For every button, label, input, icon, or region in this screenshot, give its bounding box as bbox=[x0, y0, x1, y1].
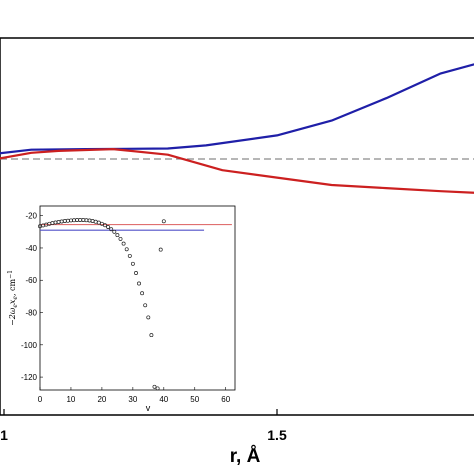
inset-data-point bbox=[124, 247, 129, 252]
inset-data-point bbox=[118, 236, 123, 241]
inset-reference-lines bbox=[40, 223, 232, 231]
inset-data-point bbox=[99, 221, 104, 226]
inset-y-tick-label: -20 bbox=[25, 212, 37, 221]
inset-y-tick-label: -40 bbox=[25, 244, 37, 253]
inset-data-point bbox=[137, 281, 141, 286]
inset-x-tick-label: 60 bbox=[221, 395, 230, 404]
inset-data-point bbox=[140, 291, 145, 296]
inset-y-label-sub2: e bbox=[12, 296, 19, 300]
inset-data-point bbox=[103, 223, 107, 228]
main-x-axis-label: r, Å bbox=[230, 446, 261, 467]
series-line-1 bbox=[0, 148, 474, 194]
main-x-tick-label: 1.5 bbox=[267, 427, 287, 443]
inset-data-point bbox=[134, 271, 138, 275]
inset-x-tick-label: 0 bbox=[38, 395, 43, 404]
inset-y-label-unit: , cm bbox=[8, 278, 17, 296]
inset-data-point bbox=[143, 303, 148, 308]
inset-y-label-sup: −1 bbox=[7, 270, 14, 279]
inset-data-point bbox=[121, 241, 126, 246]
inset-x-axis-label: v bbox=[146, 403, 151, 413]
main-plot: 11.522.5 r, Å bbox=[0, 37, 474, 467]
inset-y-tick-label: -100 bbox=[21, 341, 38, 350]
series-line-0 bbox=[0, 63, 474, 155]
inset-y-label-x: x bbox=[8, 299, 17, 304]
inset-data-point bbox=[109, 227, 114, 232]
inset-x-tick-label: 40 bbox=[159, 395, 168, 404]
inset-y-tick-label: -80 bbox=[25, 309, 37, 318]
inset-data-point bbox=[106, 225, 111, 229]
inset-data-point bbox=[112, 229, 117, 234]
inset-data-point bbox=[158, 247, 163, 252]
inset-plot: 0 10 20 30 40 50 60-20-40-60-80-100-120 v −2ωe… bbox=[7, 205, 236, 413]
inset-y-axis-label: −2ωexe, cm−1 bbox=[7, 270, 19, 326]
inset-x-tick-label: 50 bbox=[190, 395, 199, 404]
inset-y-tick-label: -120 bbox=[21, 373, 38, 382]
inset-ticks: 0 10 20 30 40 50 60 -20 -40 -60 -80 -100 -120 bbox=[21, 212, 231, 404]
inset-data-point bbox=[161, 219, 166, 224]
inset-data-point bbox=[149, 333, 154, 338]
inset-x-tick-label: 10 bbox=[66, 395, 75, 404]
inset-x-tick-label: 30 bbox=[128, 395, 137, 404]
inset-data-point bbox=[127, 253, 132, 258]
inset-data-point bbox=[146, 315, 151, 320]
inset-x-tick-label: 20 bbox=[97, 395, 106, 404]
inset-data-point bbox=[130, 261, 135, 266]
inset-data-point bbox=[152, 384, 157, 389]
inset-y-label-omega: −2ω bbox=[8, 307, 17, 326]
main-x-ticks: 11.522.5 bbox=[0, 409, 287, 443]
inset-y-tick-label: -60 bbox=[25, 276, 37, 285]
inset-data-point bbox=[155, 386, 160, 391]
inset-y-label-sub: e bbox=[12, 304, 19, 308]
inset-points bbox=[38, 218, 166, 391]
inset-frame bbox=[39, 205, 236, 391]
main-x-tick-label: 1 bbox=[0, 427, 8, 443]
inset-data-point bbox=[115, 233, 120, 238]
main-series bbox=[0, 63, 474, 194]
